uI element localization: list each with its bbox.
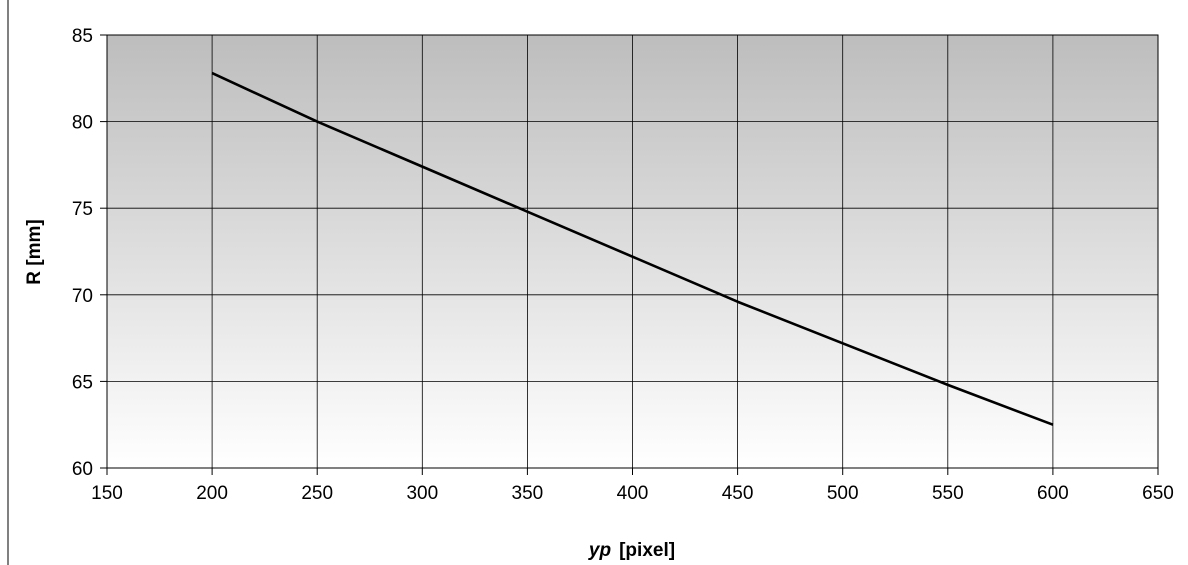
x-grid-lines bbox=[211, 35, 1054, 468]
x-tick-label: 250 bbox=[301, 483, 333, 504]
series-layer bbox=[211, 71, 1054, 426]
y-tick-label: 65 bbox=[72, 372, 93, 393]
y-grid-lines bbox=[107, 121, 1158, 382]
x-tick-label: 550 bbox=[932, 483, 964, 504]
x-tick-label: 400 bbox=[617, 483, 649, 504]
series-line bbox=[211, 71, 1054, 426]
x-tick-label: 650 bbox=[1142, 483, 1174, 504]
x-tick-label: 150 bbox=[91, 483, 123, 504]
y-tick-label: 75 bbox=[72, 199, 93, 220]
y-tick-labels: 60 65 70 75 80 85 bbox=[72, 26, 107, 480]
x-tick-labels: 150 200 250 300 350 400 450 500 550 600 650 bbox=[91, 468, 1174, 504]
x-tick-label: 500 bbox=[827, 483, 859, 504]
x-tick-label: 450 bbox=[722, 483, 754, 504]
x-axis-title: yp [pixel] bbox=[588, 540, 675, 561]
y-tick-label: 70 bbox=[72, 286, 93, 307]
x-tick-label: 350 bbox=[512, 483, 544, 504]
y-axis-title: R [mm] bbox=[24, 219, 45, 284]
y-tick-label: 85 bbox=[72, 26, 93, 47]
x-tick-label: 600 bbox=[1037, 483, 1069, 504]
y-tick-label: 80 bbox=[72, 113, 93, 134]
x-tick-label: 300 bbox=[406, 483, 438, 504]
x-tick-label: 200 bbox=[196, 483, 228, 504]
x-axis-variable: yp bbox=[588, 540, 611, 561]
x-axis-unit: [pixel] bbox=[619, 540, 675, 561]
y-tick-label: 60 bbox=[72, 459, 93, 480]
